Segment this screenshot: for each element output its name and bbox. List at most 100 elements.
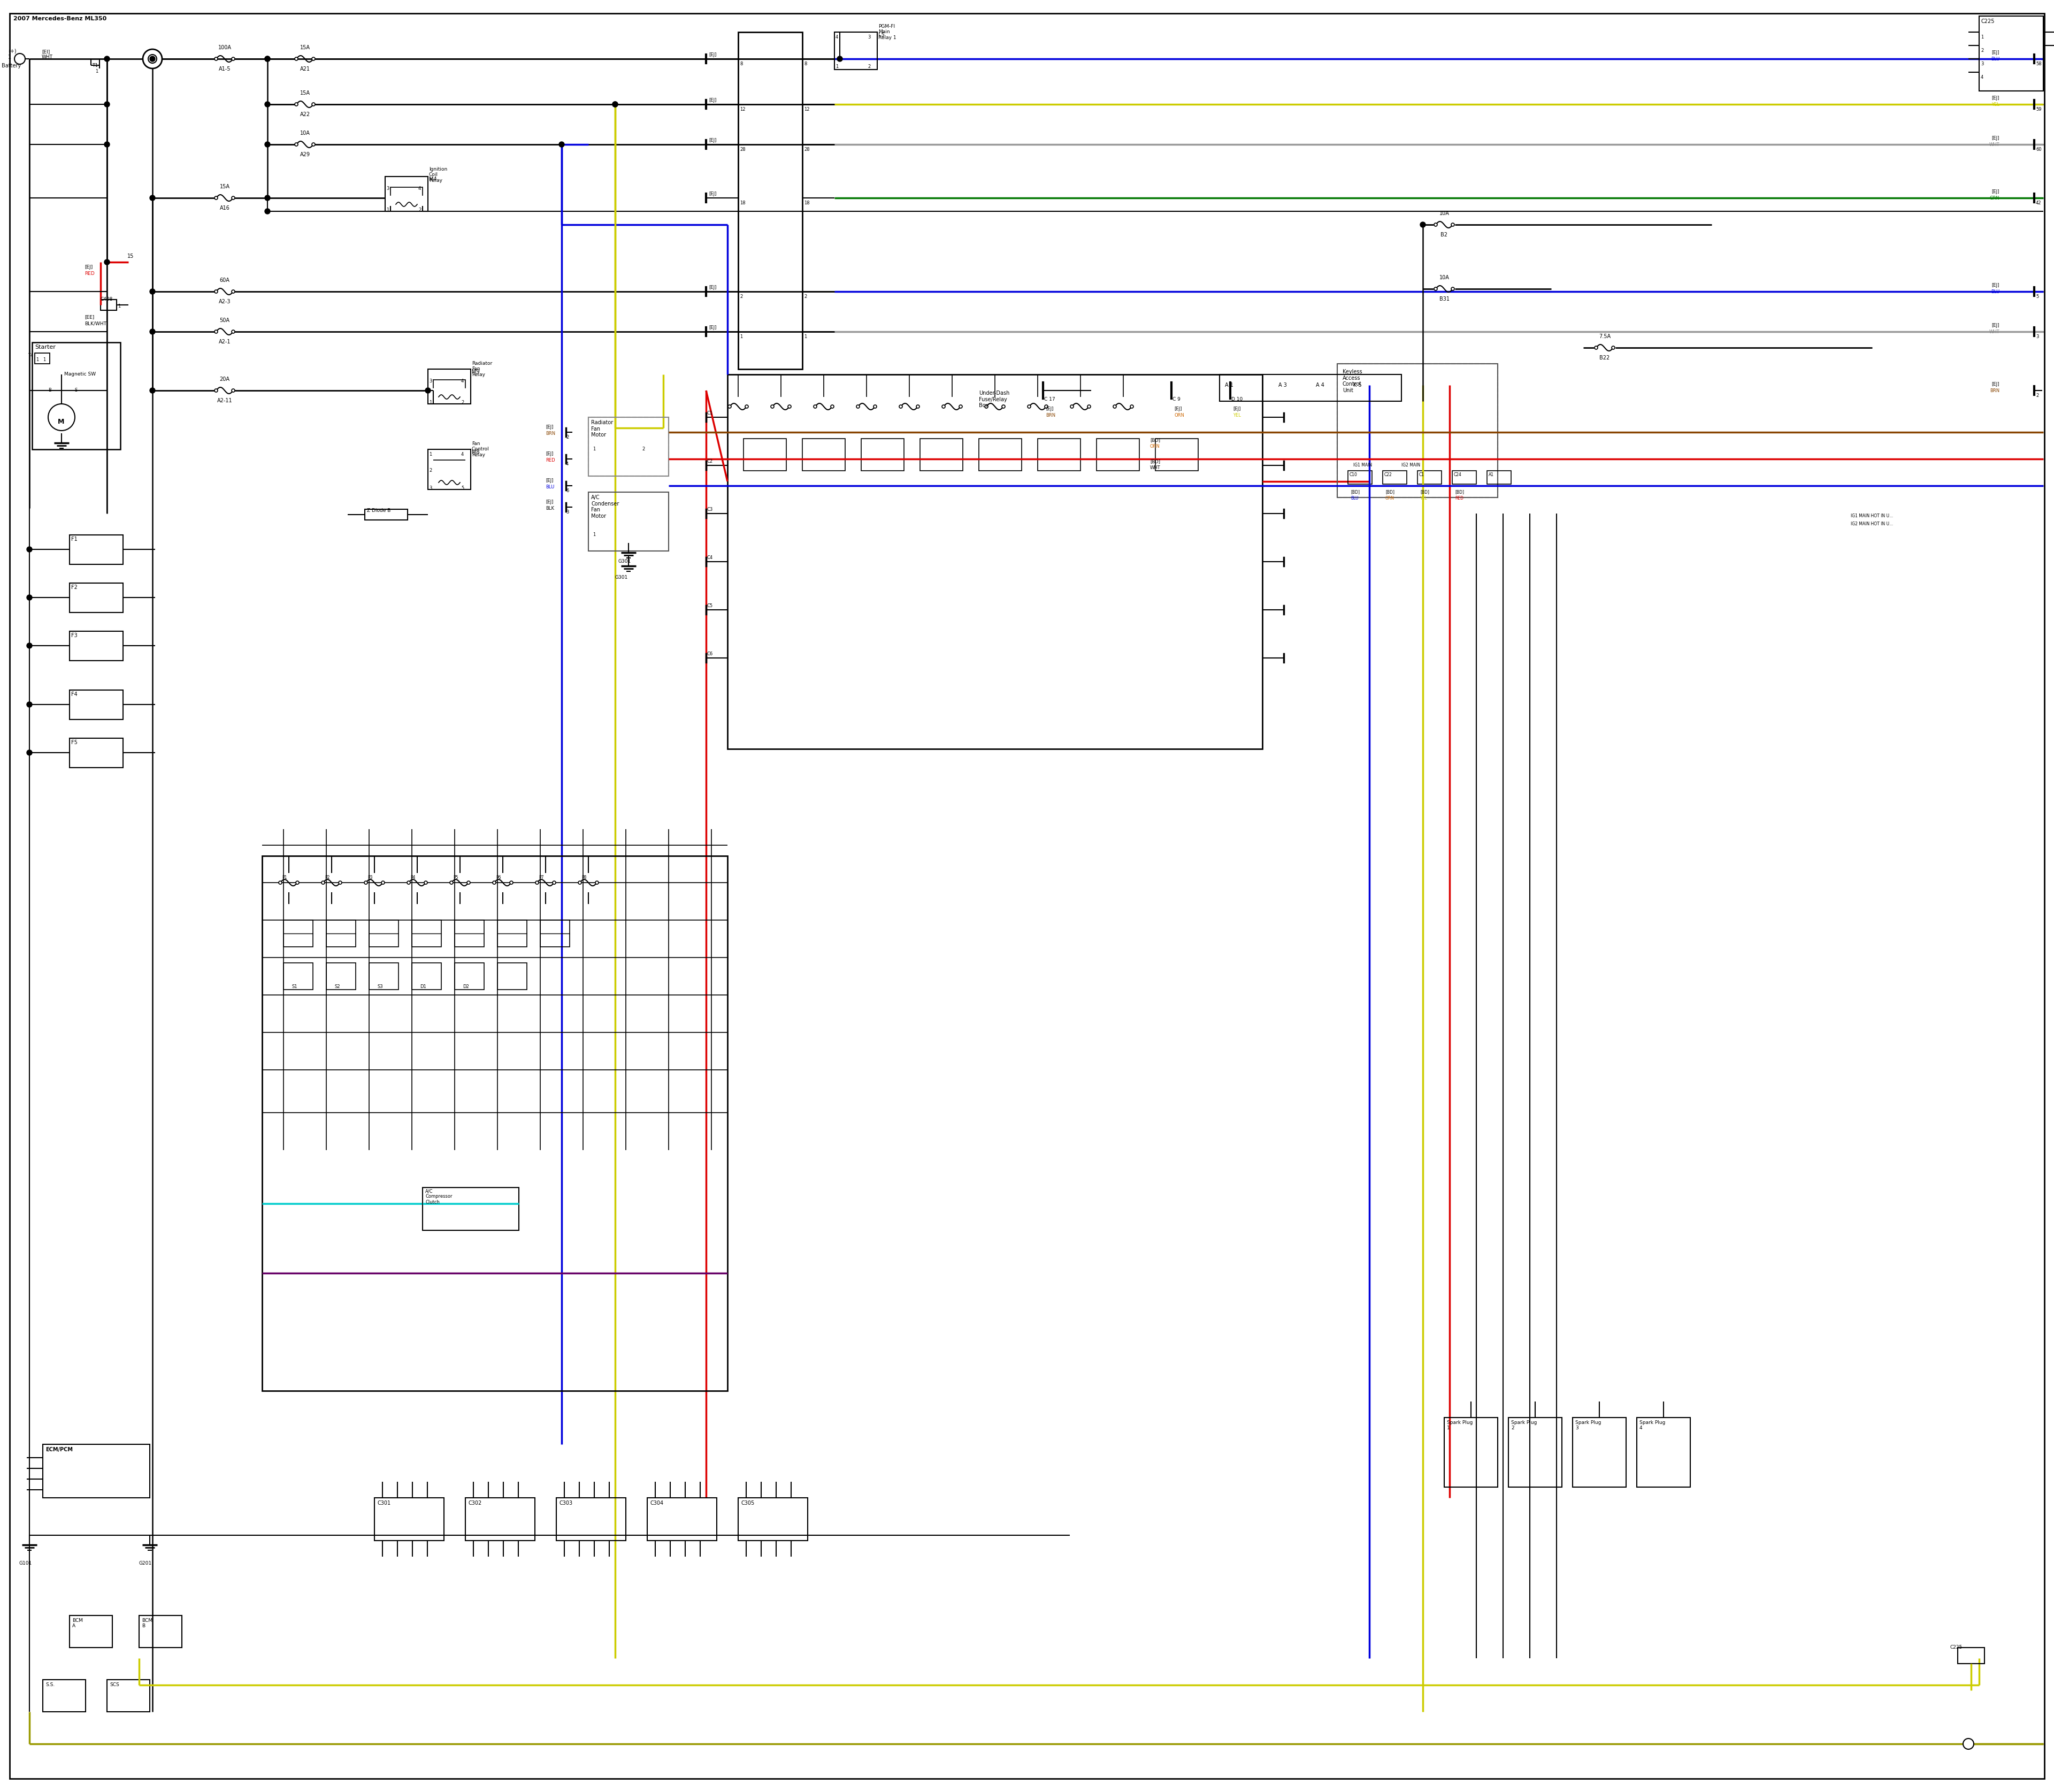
Text: A21: A21	[300, 66, 310, 72]
Bar	[70, 1615, 113, 1647]
Text: A2-3: A2-3	[218, 299, 230, 305]
Circle shape	[1434, 222, 1438, 226]
Text: P8: P8	[581, 874, 587, 880]
Text: 18: 18	[803, 201, 809, 206]
Text: 3: 3	[429, 378, 431, 383]
Text: 3: 3	[386, 186, 388, 192]
Circle shape	[265, 195, 271, 201]
Circle shape	[294, 143, 298, 145]
Circle shape	[746, 405, 748, 409]
Circle shape	[984, 405, 988, 409]
Text: 4: 4	[460, 378, 464, 383]
Text: P3: P3	[368, 874, 372, 880]
Bar	[557, 1498, 626, 1541]
Text: PGM-FI
Main
Relay 1: PGM-FI Main Relay 1	[879, 23, 896, 39]
Text: GRN: GRN	[1990, 195, 1999, 201]
Text: A 4: A 4	[1317, 382, 1325, 387]
Text: 2: 2	[1980, 48, 1984, 54]
Text: [EJ]: [EJ]	[546, 452, 553, 457]
Bar	[1337, 364, 1497, 498]
Text: C305: C305	[741, 1500, 754, 1505]
Text: 12: 12	[803, 108, 809, 111]
Text: A1-5: A1-5	[218, 66, 230, 72]
Text: C22: C22	[1384, 473, 1393, 477]
Text: C303: C303	[559, 1500, 573, 1505]
Circle shape	[296, 882, 300, 883]
Text: [BD]: [BD]	[1150, 459, 1161, 464]
Bar	[263, 857, 727, 1391]
Bar	[370, 962, 398, 989]
Text: 28: 28	[739, 147, 746, 152]
Text: [EJ]: [EJ]	[1992, 50, 1999, 56]
Text: 15: 15	[127, 253, 134, 258]
Bar	[283, 962, 312, 989]
Text: [EJ]: [EJ]	[709, 192, 717, 197]
Bar	[540, 919, 569, 946]
Text: BRN: BRN	[1990, 389, 1999, 392]
Text: [EJ]: [EJ]	[1992, 283, 1999, 289]
Circle shape	[27, 547, 33, 552]
Bar	[70, 631, 123, 661]
Text: [EJ]: [EJ]	[1232, 407, 1241, 412]
Text: 3: 3	[567, 509, 569, 514]
Text: B31: B31	[1440, 296, 1450, 301]
Text: [EJ]: [EJ]	[1992, 323, 1999, 328]
Text: K 5: K 5	[1354, 382, 1362, 387]
Text: C304: C304	[649, 1500, 663, 1505]
Circle shape	[1070, 405, 1074, 409]
Bar	[454, 962, 485, 989]
Circle shape	[579, 882, 581, 883]
Text: ECM/PCM: ECM/PCM	[45, 1446, 72, 1452]
Text: 2: 2	[739, 294, 744, 299]
Circle shape	[232, 290, 234, 294]
Text: 60A: 60A	[220, 278, 230, 283]
Text: S1: S1	[292, 984, 298, 989]
Bar	[1154, 439, 1197, 471]
Circle shape	[1452, 287, 1454, 290]
Circle shape	[214, 330, 218, 333]
Bar	[43, 1444, 150, 1498]
Text: IG2 MAIN HOT IN U...: IG2 MAIN HOT IN U...	[1851, 521, 1894, 527]
Text: [EJ]: [EJ]	[546, 478, 553, 484]
Text: ORN: ORN	[1384, 496, 1395, 500]
Text: G301: G301	[618, 559, 631, 564]
Text: A 1: A 1	[1224, 382, 1232, 387]
Text: SCS: SCS	[109, 1683, 119, 1686]
Circle shape	[596, 882, 598, 883]
Circle shape	[873, 405, 877, 409]
Text: F2: F2	[72, 584, 78, 590]
Text: WHT: WHT	[1150, 466, 1161, 470]
Text: 2: 2	[2036, 392, 2040, 398]
Text: C1: C1	[707, 410, 713, 416]
Text: [EJ]: [EJ]	[709, 285, 717, 290]
Text: 4: 4	[836, 34, 838, 39]
Bar	[140, 1615, 183, 1647]
Circle shape	[1964, 1738, 1974, 1749]
Circle shape	[312, 57, 314, 61]
Circle shape	[830, 405, 834, 409]
Bar	[861, 439, 904, 471]
Bar	[70, 690, 123, 719]
Bar	[980, 439, 1021, 471]
Text: Spark Plug
2: Spark Plug 2	[1512, 1421, 1536, 1430]
Text: 4: 4	[1980, 75, 1984, 79]
Circle shape	[232, 197, 234, 199]
Bar	[427, 450, 470, 489]
Text: D 10: D 10	[1230, 396, 1243, 401]
Text: YEL: YEL	[1419, 496, 1428, 500]
Text: 10A: 10A	[1440, 274, 1450, 280]
Text: 4: 4	[567, 462, 569, 466]
Text: 1: 1	[8, 54, 12, 59]
Text: C225: C225	[1949, 1645, 1962, 1650]
Circle shape	[770, 405, 774, 409]
Text: ORN: ORN	[1175, 412, 1185, 418]
Text: RED: RED	[1454, 496, 1462, 500]
Text: RED: RED	[84, 271, 94, 276]
Text: 4: 4	[419, 186, 421, 192]
Circle shape	[450, 882, 454, 883]
Circle shape	[150, 289, 156, 294]
Circle shape	[943, 405, 945, 409]
Text: F3: F3	[72, 633, 78, 638]
Circle shape	[1087, 405, 1091, 409]
Text: P6: P6	[495, 874, 501, 880]
